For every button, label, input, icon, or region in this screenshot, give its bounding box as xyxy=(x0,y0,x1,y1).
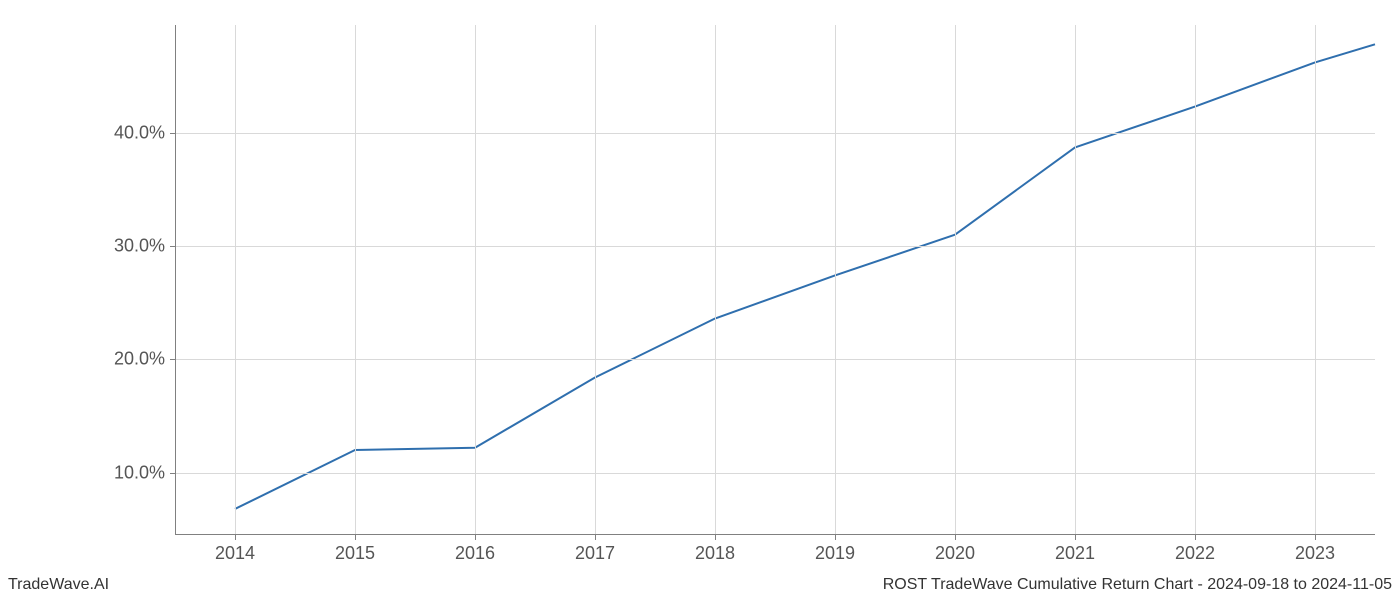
footer-brand: TradeWave.AI xyxy=(8,576,109,594)
y-tick-label: 40.0% xyxy=(114,122,175,143)
grid-line-vertical xyxy=(1315,25,1316,535)
chart-container: 2014 2015 2016 2017 2018 2019 2020 2021 2022 2023… xyxy=(0,0,1400,600)
y-tick-label: 10.0% xyxy=(114,462,175,483)
grid-line-vertical xyxy=(475,25,476,535)
x-tick-label: 2023 xyxy=(1295,535,1335,564)
plot-area: 2014201520162017201820192020202120222023… xyxy=(175,25,1375,535)
footer-caption: ROST TradeWave Cumulative Return Chart -… xyxy=(883,576,1392,594)
x-axis-spine xyxy=(175,534,1375,535)
x-tick-label: 2016 xyxy=(455,535,495,564)
grid-line-horizontal xyxy=(175,246,1375,247)
x-tick-label: 2017 xyxy=(575,535,615,564)
y-tick-label: 20.0% xyxy=(114,349,175,370)
return-line-series xyxy=(235,44,1375,509)
grid-line-vertical xyxy=(355,25,356,535)
y-tick-label: 30.0% xyxy=(114,236,175,257)
y-axis-spine xyxy=(175,25,176,535)
grid-line-vertical xyxy=(1075,25,1076,535)
x-tick-label: 2015 xyxy=(335,535,375,564)
x-tick-label: 2018 xyxy=(695,535,735,564)
grid-line-vertical xyxy=(715,25,716,535)
grid-line-vertical xyxy=(835,25,836,535)
grid-line-horizontal xyxy=(175,359,1375,360)
grid-line-horizontal xyxy=(175,473,1375,474)
grid-line-vertical xyxy=(235,25,236,535)
grid-line-vertical xyxy=(955,25,956,535)
x-tick-label: 2014 xyxy=(215,535,255,564)
grid-line-vertical xyxy=(595,25,596,535)
x-tick-label: 2019 xyxy=(815,535,855,564)
grid-line-vertical xyxy=(1195,25,1196,535)
grid-line-horizontal xyxy=(175,133,1375,134)
x-tick-label: 2022 xyxy=(1175,535,1215,564)
x-tick-label: 2020 xyxy=(935,535,975,564)
x-tick-label: 2021 xyxy=(1055,535,1095,564)
